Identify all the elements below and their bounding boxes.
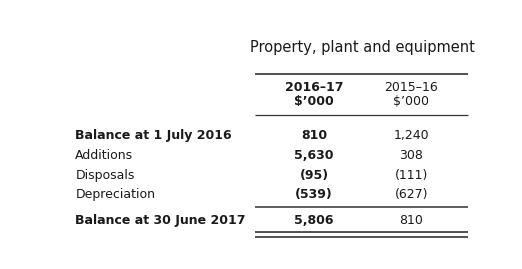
Text: 2016–17: 2016–17 <box>285 81 343 94</box>
Text: $’000: $’000 <box>393 95 429 108</box>
Text: 2015–16: 2015–16 <box>384 81 438 94</box>
Text: Disposals: Disposals <box>75 169 135 182</box>
Text: Depreciation: Depreciation <box>75 188 156 201</box>
Text: 1,240: 1,240 <box>394 129 429 142</box>
Text: 5,630: 5,630 <box>294 149 334 162</box>
Text: (539): (539) <box>295 188 333 201</box>
Text: 810: 810 <box>399 214 423 227</box>
Text: 5,806: 5,806 <box>294 214 334 227</box>
Text: (627): (627) <box>395 188 428 201</box>
Text: Balance at 1 July 2016: Balance at 1 July 2016 <box>75 129 232 142</box>
Text: $’000: $’000 <box>294 95 334 108</box>
Text: (95): (95) <box>300 169 329 182</box>
Text: 308: 308 <box>399 149 423 162</box>
Text: 810: 810 <box>301 129 327 142</box>
Text: Balance at 30 June 2017: Balance at 30 June 2017 <box>75 214 246 227</box>
Text: Property, plant and equipment: Property, plant and equipment <box>250 40 475 55</box>
Text: (111): (111) <box>395 169 428 182</box>
Text: Additions: Additions <box>75 149 134 162</box>
